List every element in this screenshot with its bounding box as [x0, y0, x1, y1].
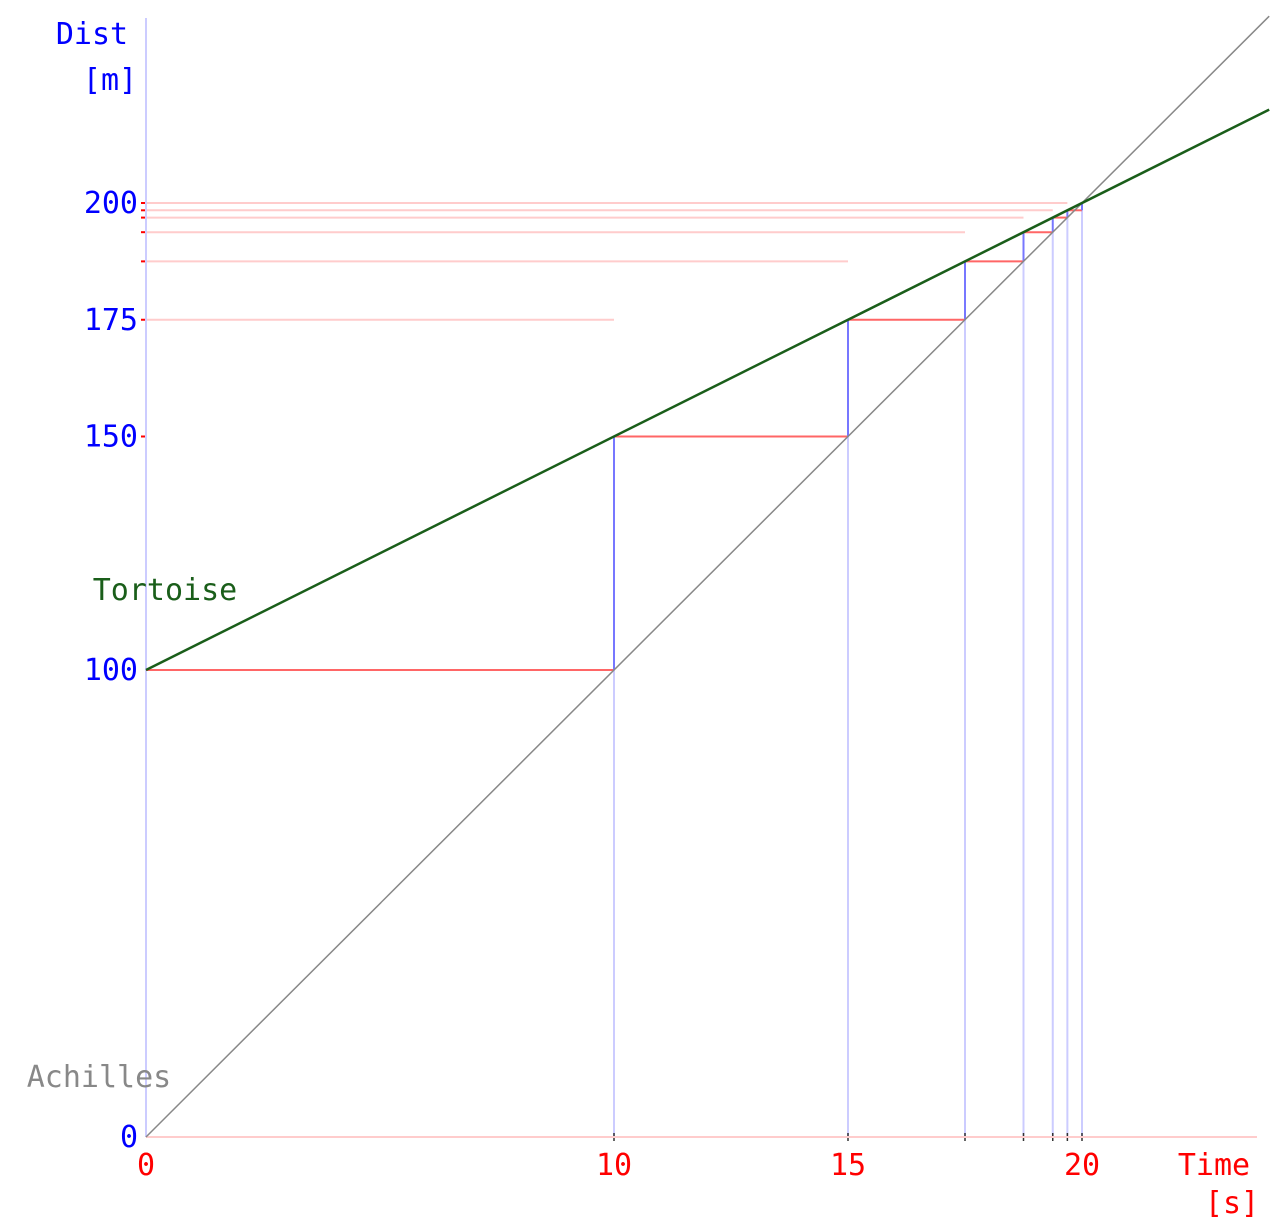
- y-tick-label-0: 0: [120, 1120, 138, 1155]
- series-lines: [145, 15, 1270, 1138]
- y-axis-label-line1: Dist: [56, 17, 128, 52]
- y-tick-label-150: 150: [84, 420, 138, 455]
- x-axis-label-line2: [s]: [1205, 1186, 1259, 1221]
- y-tick-label-100: 100: [84, 653, 138, 688]
- x-tick-label-10: 10: [596, 1148, 632, 1183]
- series-line-achilles: [145, 15, 1270, 1138]
- guide-lines: [141, 202, 1083, 1141]
- series-label-achilles: Achilles: [27, 1060, 172, 1095]
- y-tick-label-175: 175: [84, 303, 138, 338]
- series-line-tortoise: [145, 108, 1270, 672]
- zeno-steps: [146, 203, 1083, 671]
- series-label-tortoise: Tortoise: [93, 573, 238, 608]
- y-axis-label-line2: [m]: [83, 63, 137, 98]
- x-tick-label-15: 15: [830, 1148, 866, 1183]
- y-tick-label-200: 200: [84, 186, 138, 221]
- x-axis-label-line1: Time: [1178, 1148, 1250, 1183]
- x-tick-label-0: 0: [137, 1148, 155, 1183]
- x-tick-label-20: 20: [1064, 1148, 1100, 1183]
